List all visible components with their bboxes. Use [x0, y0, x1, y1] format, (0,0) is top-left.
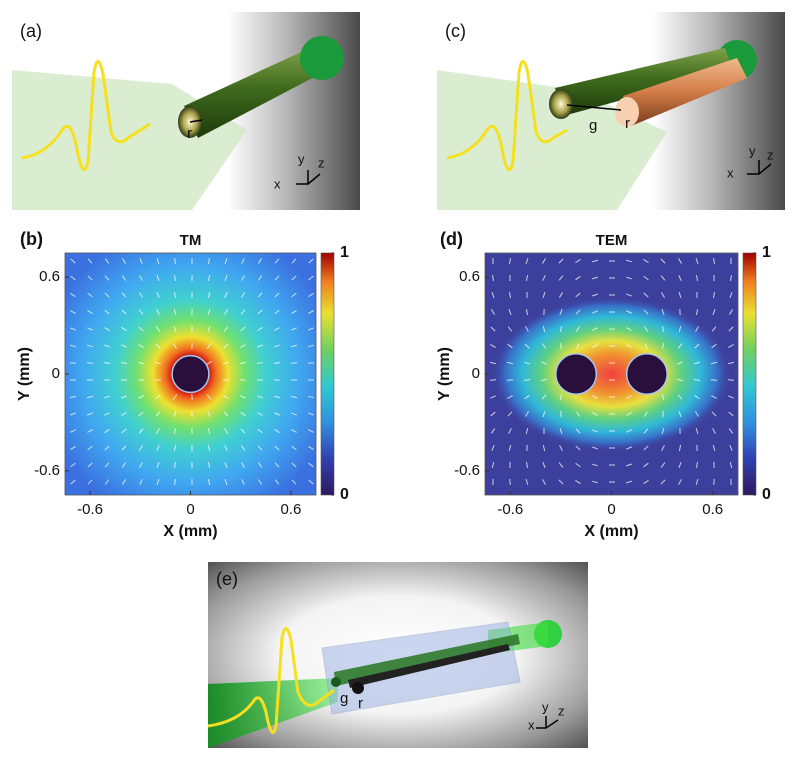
heatmap	[485, 253, 738, 495]
annotation: r	[187, 125, 192, 142]
colorbar	[321, 253, 334, 495]
figure: (a) r x y z (c) g r x y z (e) g r x y z …	[0, 0, 803, 753]
colorbar-tick-label: 1	[340, 244, 349, 261]
field-arrow	[121, 380, 127, 381]
x-tick-label: 0.6	[280, 501, 301, 518]
conductor	[172, 356, 209, 393]
x-axis-label: X (mm)	[584, 523, 638, 540]
colorbar-tick-label: 1	[762, 244, 771, 261]
x-tick-label: -0.6	[497, 501, 523, 518]
x-tick-label: -0.6	[77, 501, 103, 518]
annotation: g	[589, 117, 597, 134]
field-arrow	[70, 363, 76, 364]
axis-letter: z	[558, 703, 565, 718]
axis-letter: y	[298, 151, 305, 166]
colorbar-tick-label: 0	[340, 486, 349, 503]
y-axis-label: Y (mm)	[436, 347, 453, 401]
colorbar	[743, 253, 756, 495]
x-axis-label: X (mm)	[163, 523, 217, 540]
field-arrow	[87, 363, 93, 364]
render-panel-e: (e) g r x y z	[208, 562, 588, 748]
y-tick-label: 0.6	[39, 268, 60, 285]
field-arrow	[240, 380, 246, 381]
chart-title: TM	[180, 232, 202, 249]
axis-letter: x	[528, 717, 535, 732]
conductor	[627, 354, 667, 394]
conductor	[556, 354, 596, 394]
panel-label: (a)	[20, 21, 42, 41]
panel-label: (b)	[20, 229, 43, 249]
wire-end	[331, 677, 341, 687]
y-tick-label: 0	[472, 365, 480, 382]
x-tick-label: 0	[186, 501, 194, 518]
annotation: g	[340, 690, 348, 707]
panel-label: (c)	[445, 21, 466, 41]
focus-spot	[300, 36, 344, 80]
axis-letter: x	[274, 176, 281, 191]
y-axis-label: Y (mm)	[16, 347, 33, 401]
field-arrow	[257, 380, 263, 381]
wire-end	[352, 682, 364, 694]
field-arrow	[510, 479, 511, 485]
y-tick-label: -0.6	[454, 462, 480, 479]
field-arrow	[291, 363, 297, 364]
wire-end	[549, 89, 573, 119]
field-arrow	[728, 380, 734, 381]
annotation: r	[358, 695, 363, 712]
axis-letter: x	[727, 165, 734, 180]
axis-letter: y	[749, 143, 756, 158]
axis-letter: z	[767, 147, 774, 162]
chart-title: TEM	[596, 232, 628, 249]
render-panel-a: (a) r x y z	[12, 12, 360, 210]
axis-letter: z	[318, 155, 325, 170]
panel-label: (d)	[440, 229, 463, 249]
field-arrow	[308, 363, 314, 364]
field-arrow	[714, 479, 715, 485]
axis-letter: y	[542, 699, 549, 714]
panel-label: (e)	[216, 569, 238, 589]
field-arrow	[490, 380, 496, 381]
render-panel-c: (c) g r x y z	[437, 12, 785, 210]
heatmap	[41, 224, 341, 524]
x-tick-label: 0	[607, 501, 615, 518]
x-tick-label: 0.6	[702, 501, 723, 518]
y-tick-label: 0	[52, 365, 60, 382]
y-tick-label: -0.6	[34, 462, 60, 479]
annotation: r	[625, 115, 630, 132]
y-tick-label: 0.6	[459, 268, 480, 285]
colorbar-tick-label: 0	[762, 486, 771, 503]
